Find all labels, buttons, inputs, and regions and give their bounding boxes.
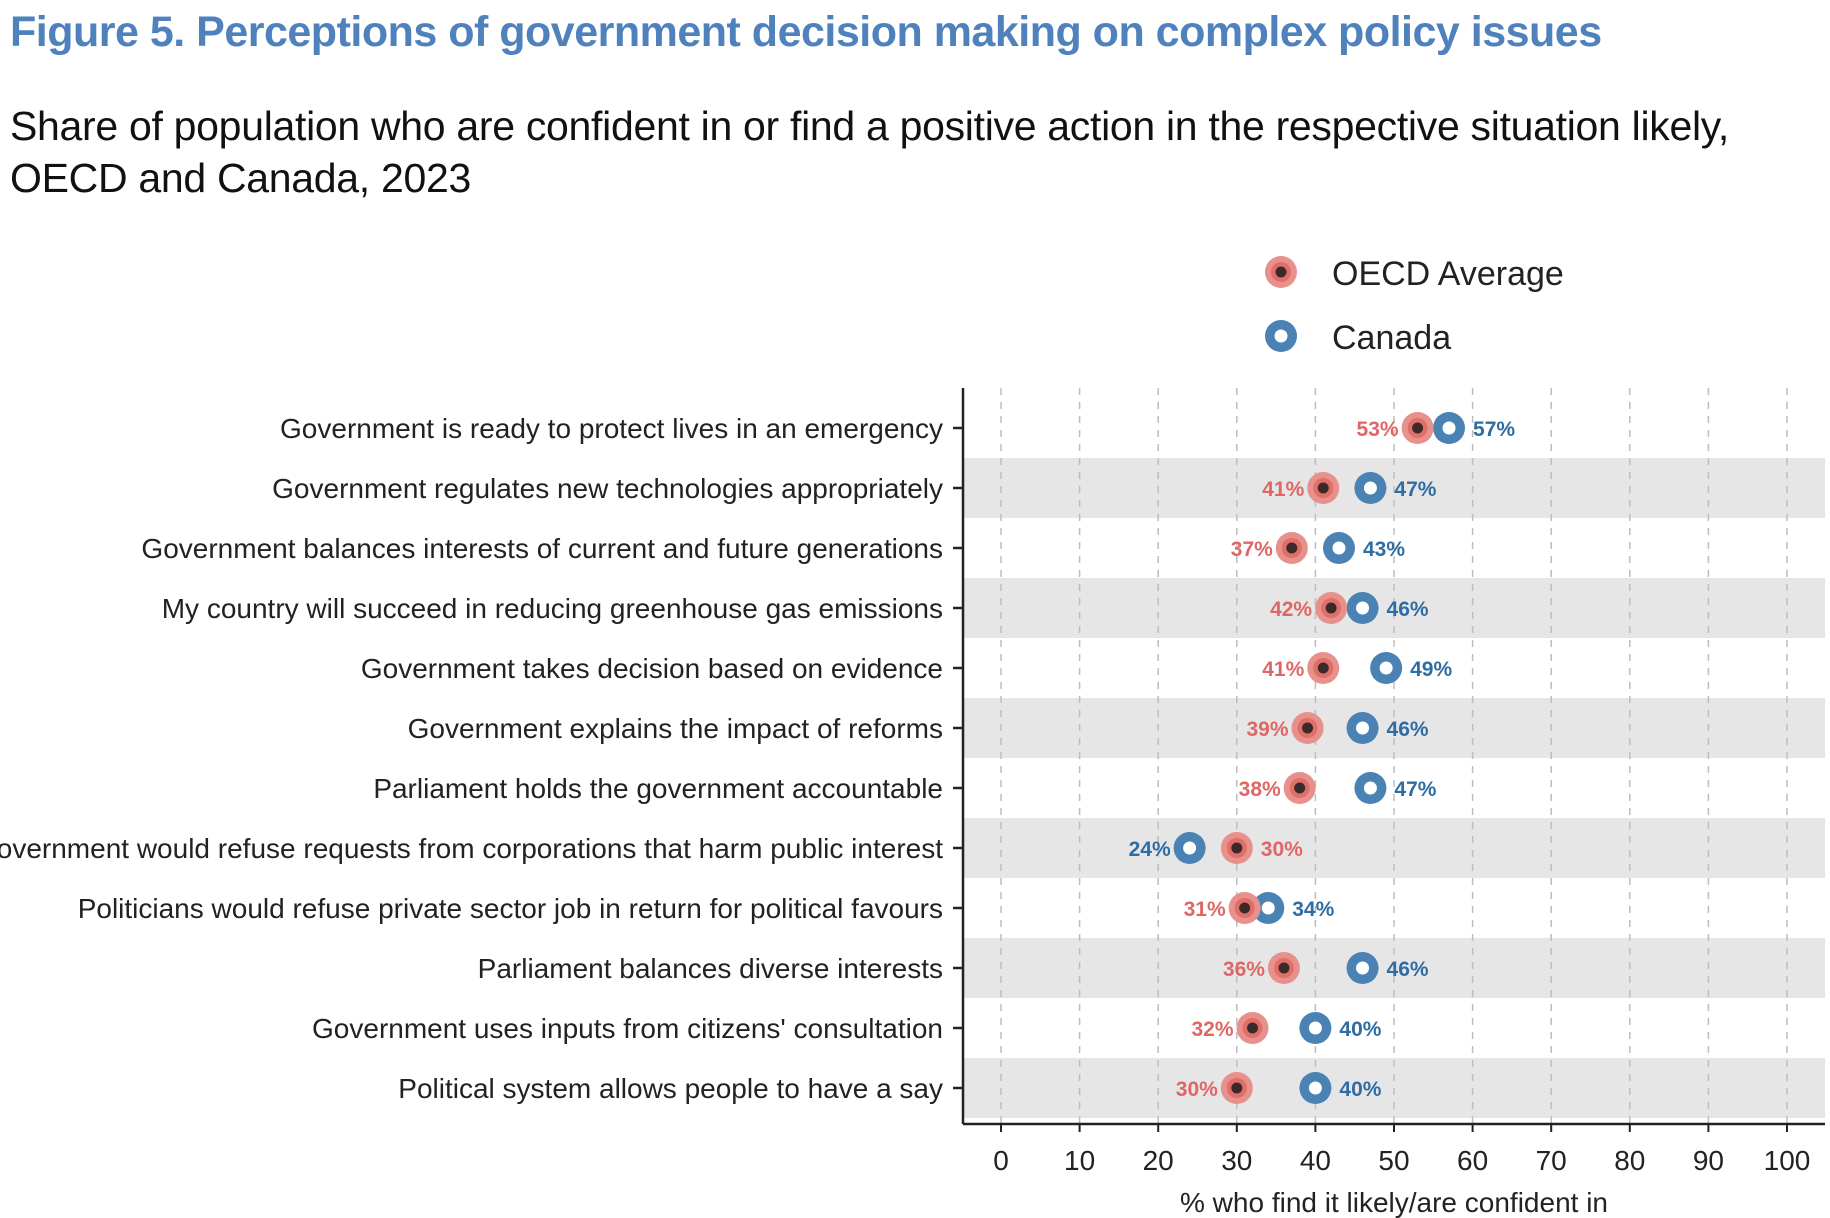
category-label: Parliament holds the government accounta… [373, 773, 943, 804]
row-markers: 38% 47% [1239, 772, 1437, 804]
axes [953, 388, 1825, 1132]
figure-subtitle: Share of population who are confident in… [10, 103, 1730, 201]
grid-lines [1000, 388, 1788, 1124]
oecd-value-label: 41% [1262, 658, 1304, 681]
canada-value-label: 40% [1339, 1078, 1381, 1101]
canada-value-label: 34% [1292, 898, 1334, 921]
category-label: Government regulates new technologies ap… [272, 473, 943, 504]
oecd-value-label: 53% [1357, 418, 1399, 441]
legend-item-oecd: OECD Average [1265, 255, 1564, 293]
x-tick-labels: 0 10 20 30 40 50 60 70 80 90 100 [993, 1145, 1810, 1176]
x-tick-label: 80 [1614, 1145, 1645, 1176]
canada-value-label: 57% [1473, 418, 1515, 441]
oecd-value-label: 31% [1184, 898, 1226, 921]
row-markers: 36% 46% [1223, 952, 1429, 984]
x-axis-label: % who find it likely/are confident in [1180, 1187, 1608, 1218]
x-tick-label: 10 [1064, 1145, 1095, 1176]
legend: OECD Average Canada [1265, 255, 1564, 357]
canada-value-label: 24% [1129, 838, 1171, 861]
category-label: Political system allows people to have a… [398, 1073, 943, 1104]
row-markers: 41% 47% [1262, 472, 1437, 504]
category-label: Government explains the impact of reform… [408, 713, 943, 744]
x-tick-label: 50 [1378, 1145, 1409, 1176]
category-labels: Government is ready to protect lives in … [0, 413, 943, 1104]
x-tick-label: 60 [1457, 1145, 1488, 1176]
canada-value-label: 46% [1387, 598, 1429, 621]
figure-title: Figure 5. Perceptions of government deci… [10, 8, 1602, 56]
oecd-value-label: 37% [1231, 538, 1273, 561]
x-tick-label: 100 [1764, 1145, 1811, 1176]
row-markers: 41% 49% [1262, 652, 1452, 684]
canada-value-label: 46% [1387, 958, 1429, 981]
row-markers: 31% 34% [1184, 892, 1335, 924]
canada-value-label: 40% [1339, 1018, 1381, 1041]
oecd-value-label: 42% [1270, 598, 1312, 621]
category-label: Politicians would refuse private sector … [78, 893, 943, 924]
x-tick-label: 40 [1300, 1145, 1331, 1176]
category-label: My country will succeed in reducing gree… [162, 593, 943, 624]
x-tick-label: 20 [1143, 1145, 1174, 1176]
x-tick-label: 90 [1693, 1145, 1724, 1176]
x-tick-label: 30 [1221, 1145, 1252, 1176]
category-label: Government uses inputs from citizens' co… [312, 1013, 943, 1044]
oecd-value-label: 41% [1262, 478, 1304, 501]
category-label: Government would refuse requests from co… [0, 833, 943, 864]
row-markers: 32% 40% [1191, 1012, 1382, 1044]
category-label: Government is ready to protect lives in … [280, 413, 943, 444]
oecd-value-label: 38% [1239, 778, 1281, 801]
category-label: Parliament balances diverse interests [478, 953, 943, 984]
canada-value-label: 43% [1363, 538, 1405, 561]
category-label: Government balances interests of current… [141, 533, 943, 564]
row-markers: 30% 24% [1129, 832, 1303, 864]
legend-label: Canada [1332, 319, 1451, 357]
canada-value-label: 47% [1394, 478, 1436, 501]
x-tick-label: 0 [993, 1145, 1009, 1176]
oecd-value-label: 30% [1176, 1078, 1218, 1101]
oecd-value-label: 39% [1247, 718, 1289, 741]
legend-label: OECD Average [1332, 255, 1564, 293]
row-markers: 37% 43% [1231, 532, 1405, 564]
x-tick-label: 70 [1536, 1145, 1567, 1176]
canada-value-label: 46% [1387, 718, 1429, 741]
oecd-value-label: 32% [1191, 1018, 1233, 1041]
canada-value-label: 47% [1394, 778, 1436, 801]
row-markers: 39% 46% [1247, 712, 1429, 744]
category-label: Government takes decision based on evide… [361, 653, 943, 684]
row-markers: 53% 57% [1357, 412, 1515, 444]
oecd-value-label: 30% [1261, 838, 1303, 861]
row-markers: 42% 46% [1270, 592, 1429, 624]
canada-value-label: 49% [1410, 658, 1452, 681]
row-markers: 30% 40% [1176, 1072, 1382, 1104]
legend-item-canada: Canada [1265, 319, 1451, 357]
data-markers: 53% 57% 41% 47% 37% 43% 42% 46% 41% 49% 39% 46% 38% 4… [1129, 412, 1515, 1104]
oecd-value-label: 36% [1223, 958, 1265, 981]
